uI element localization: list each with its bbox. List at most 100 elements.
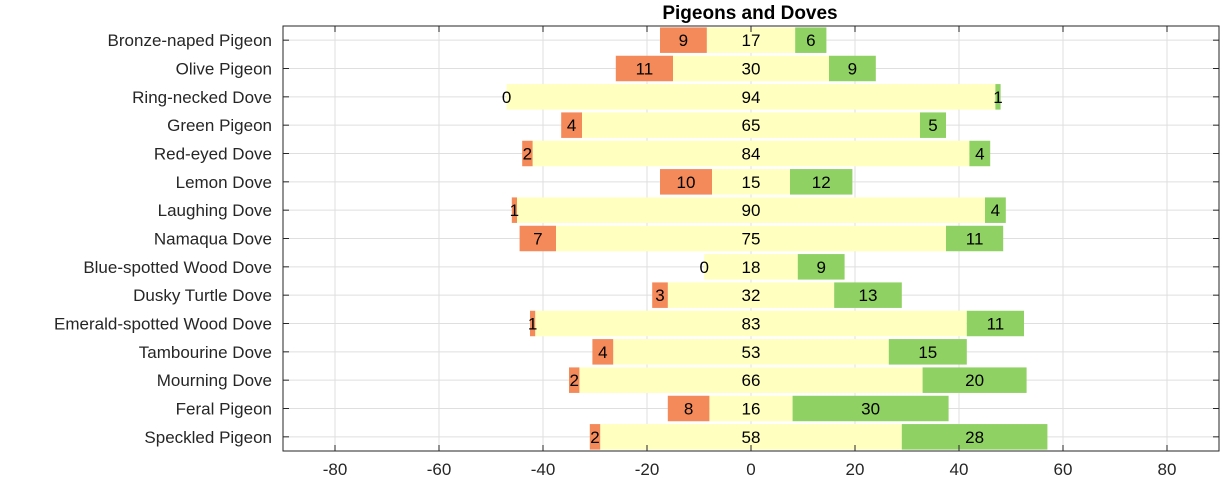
category-label: Namaqua Dove <box>154 230 272 249</box>
data-label-center: 17 <box>742 31 761 50</box>
bar-left <box>530 310 536 337</box>
bar-center <box>673 55 829 82</box>
bars <box>506 27 1048 450</box>
bar-center <box>556 225 946 252</box>
data-label-right: 9 <box>848 60 857 79</box>
bar-right <box>901 424 1048 450</box>
data-label-left: 0 <box>699 258 708 277</box>
x-tick-label: -20 <box>635 460 660 479</box>
data-label-center: 94 <box>742 88 761 107</box>
data-label-center: 18 <box>742 258 761 277</box>
bar-right <box>946 225 1004 252</box>
bar-right <box>966 310 1024 337</box>
data-label-right: 4 <box>975 145 984 164</box>
chart-title: Pigeons and Doves <box>662 3 837 24</box>
data-label-right: 5 <box>928 116 937 135</box>
data-label-left: 8 <box>684 400 693 419</box>
bar-right <box>922 367 1027 393</box>
data-label-right: 9 <box>816 258 825 277</box>
data-label-right: 4 <box>991 201 1000 220</box>
bar-center <box>704 254 798 280</box>
x-tick-label: -60 <box>427 460 452 479</box>
data-label-center: 75 <box>742 230 761 249</box>
bar-right <box>969 140 991 167</box>
x-tick-label: 60 <box>1054 460 1073 479</box>
bar-center <box>712 169 790 195</box>
bar-left <box>660 27 707 53</box>
data-label-center: 53 <box>742 343 761 362</box>
bar-right <box>985 197 1006 223</box>
category-label: Tambourine Dove <box>139 343 272 362</box>
data-label-center: 58 <box>742 428 761 447</box>
x-tick-label: 80 <box>1158 460 1177 479</box>
data-label-right: 30 <box>861 400 880 419</box>
category-label: Green Pigeon <box>167 116 272 135</box>
bar-right <box>792 395 949 422</box>
category-label: Olive Pigeon <box>176 60 272 79</box>
bar-right <box>995 84 1001 110</box>
data-label-center: 16 <box>742 400 761 419</box>
data-label-left: 1 <box>510 201 519 220</box>
category-label: Ring-necked Dove <box>132 88 272 107</box>
category-label: Feral Pigeon <box>176 400 272 419</box>
bar-right <box>795 27 827 53</box>
x-tick-label: 40 <box>950 460 969 479</box>
data-label-left: 4 <box>567 116 576 135</box>
data-label-center: 15 <box>742 173 761 192</box>
data-label-right: 11 <box>966 230 984 249</box>
bar-center <box>709 395 793 422</box>
data-label-right: 1 <box>993 88 1002 107</box>
data-label-left: 7 <box>533 230 542 249</box>
data-label-center: 66 <box>742 371 761 390</box>
bar-left <box>519 225 556 252</box>
bar-right <box>888 339 967 365</box>
data-label-right: 15 <box>918 343 937 362</box>
data-label-left: 0 <box>502 88 511 107</box>
bar-right <box>797 254 845 280</box>
data-label-center: 90 <box>742 201 761 220</box>
data-label-right: 11 <box>987 315 1005 334</box>
bar-center <box>535 310 967 337</box>
data-label-right: 12 <box>812 173 831 192</box>
data-label-right: 20 <box>965 371 984 390</box>
bar-right <box>829 55 876 82</box>
category-label: Dusky Turtle Dove <box>133 286 272 305</box>
bar-center <box>517 197 985 223</box>
bar-center <box>613 339 889 365</box>
category-label: Mourning Dove <box>157 371 272 390</box>
data-label-right: 28 <box>965 428 984 447</box>
data-label-center: 83 <box>742 315 761 334</box>
data-label-left: 2 <box>590 428 599 447</box>
category-label: Emerald-spotted Wood Dove <box>54 315 272 334</box>
bar-left <box>589 424 601 450</box>
data-label-center: 84 <box>742 145 761 164</box>
bar-center <box>532 140 970 167</box>
data-label-center: 32 <box>742 286 761 305</box>
bar-right <box>834 282 902 308</box>
bar-left <box>522 140 533 167</box>
x-tick-label: 20 <box>846 460 865 479</box>
data-label-left: 2 <box>523 145 532 164</box>
data-label-left: 4 <box>598 343 607 362</box>
data-label-center: 30 <box>742 60 761 79</box>
category-label: Speckled Pigeon <box>144 428 272 447</box>
data-label-left: 11 <box>636 60 654 79</box>
bar-left <box>561 112 582 138</box>
bar-right <box>920 112 946 138</box>
bar-right <box>790 169 853 195</box>
bar-left <box>569 367 580 393</box>
data-label-left: 9 <box>679 31 688 50</box>
data-label-center: 65 <box>742 116 761 135</box>
bar-center <box>506 84 996 110</box>
category-label: Laughing Dove <box>158 201 272 220</box>
bar-left <box>652 282 668 308</box>
bar-left <box>615 55 673 82</box>
data-label-right: 6 <box>806 31 815 50</box>
category-label: Red-eyed Dove <box>154 145 272 164</box>
bar-left <box>511 197 517 223</box>
data-label-left: 2 <box>569 371 578 390</box>
